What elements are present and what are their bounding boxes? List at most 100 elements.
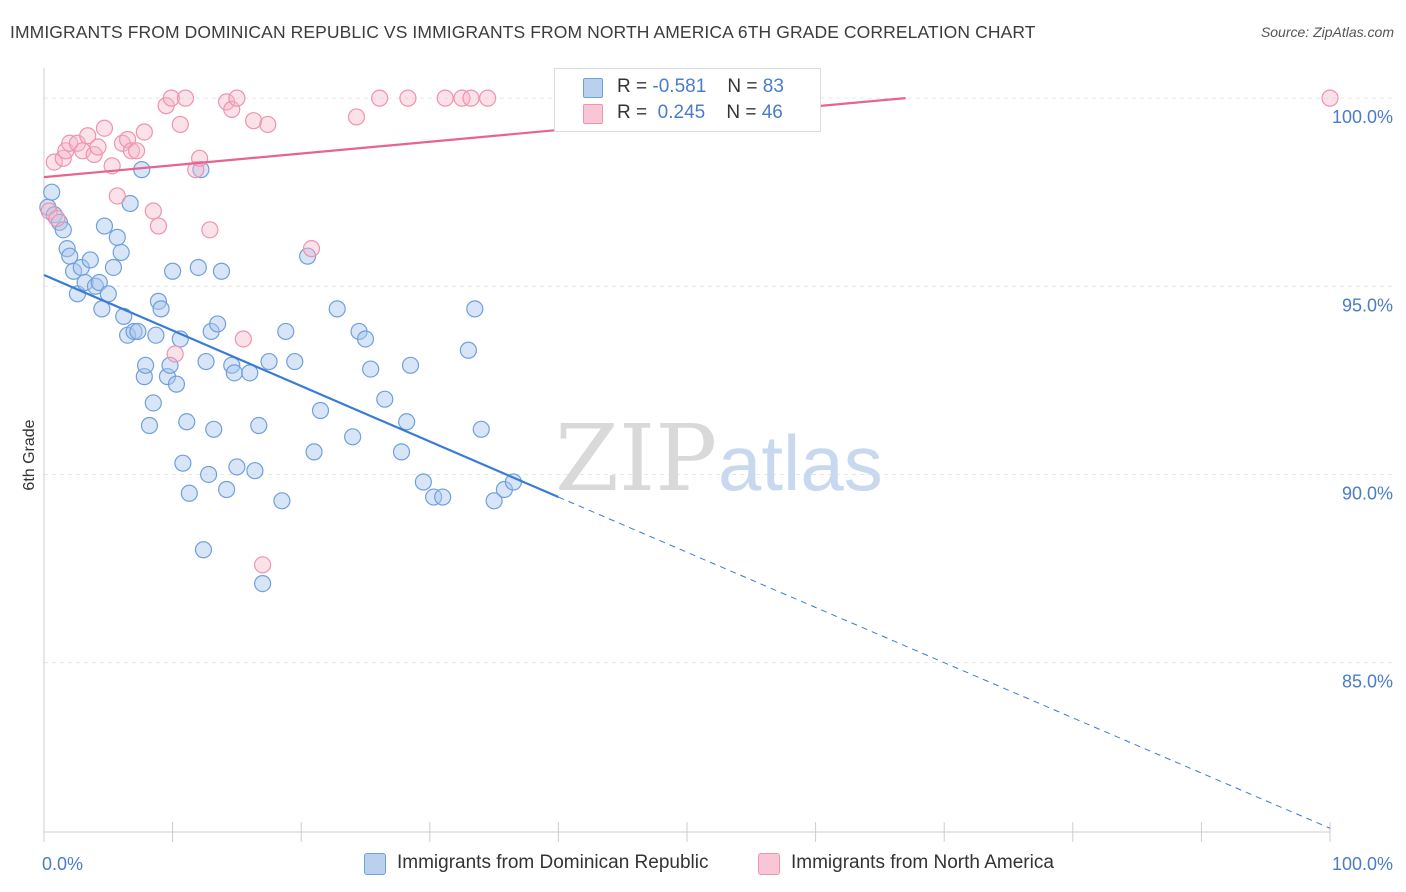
data-point-dominican [356, 330, 375, 348]
data-point-north-america [399, 89, 417, 107]
legend-swatch-pink [583, 104, 603, 124]
data-point-dominican [180, 484, 198, 502]
data-point-north-america [89, 138, 107, 156]
data-point-dominican [108, 228, 126, 246]
bottom-legend-swatch-pink [758, 853, 780, 875]
data-point-dominican [273, 492, 291, 510]
data-point-dominican [398, 413, 416, 431]
data-point-dominican [152, 300, 170, 318]
data-point-north-america [223, 100, 241, 118]
data-point-dominican [414, 473, 432, 491]
data-point-dominican [212, 262, 231, 280]
bottom-legend-swatch-blue [364, 853, 386, 875]
data-point-dominican [112, 243, 130, 262]
data-point-north-america [371, 89, 389, 107]
data-point-dominican [76, 273, 94, 292]
legend-n-label: N = [726, 102, 757, 123]
data-point-north-america [149, 217, 168, 235]
data-point-dominican [225, 364, 243, 382]
series-north-america-points [40, 89, 1339, 574]
data-point-north-america [453, 89, 471, 107]
data-point-dominican [376, 390, 394, 408]
data-point-north-america [122, 142, 141, 160]
data-point-north-america [135, 123, 153, 141]
data-point-north-america [302, 240, 321, 258]
data-point-dominican [81, 251, 99, 269]
data-point-dominican [174, 454, 192, 472]
data-point-north-america [79, 127, 97, 145]
data-point-dominican [344, 428, 362, 446]
data-point-dominican [209, 315, 227, 333]
chart-title: IMMIGRANTS FROM DOMINICAN REPUBLIC VS IM… [10, 22, 1036, 42]
legend-r-label: R = [617, 102, 648, 123]
series-dominican-points [39, 161, 522, 593]
y-tick-label: 95.0% [1342, 295, 1393, 315]
data-point-north-america [479, 89, 497, 107]
data-point-dominican [121, 194, 139, 213]
data-point-north-america [201, 221, 219, 239]
data-point-north-america [234, 330, 252, 348]
data-point-dominican [104, 258, 123, 277]
data-point-dominican [205, 420, 223, 438]
watermark: ZIP atlas [555, 405, 883, 512]
data-point-dominican [95, 217, 114, 235]
trend-line-dominican [43, 273, 559, 499]
data-point-north-america [144, 202, 162, 220]
data-point-north-america [48, 209, 66, 228]
data-point-dominican [140, 416, 159, 435]
x-tick-marks [43, 822, 1331, 842]
data-point-dominican [485, 492, 503, 510]
data-point-dominican [466, 300, 484, 318]
data-point-dominican [197, 352, 215, 371]
data-point-dominican [401, 356, 420, 374]
data-point-dominican [147, 326, 165, 344]
data-point-dominican [305, 443, 323, 461]
legend-swatch-blue [583, 78, 603, 98]
x-tick-label-max: 100.0% [1332, 854, 1393, 874]
legend-n-label: N = [727, 76, 758, 97]
legend-text-dominican: R = -0.581 N = 83 [617, 76, 784, 98]
data-point-north-america [254, 556, 272, 574]
y-tick-label: 100.0% [1332, 107, 1393, 127]
bottom-legend-label-north-america: Immigrants from North America [791, 852, 1054, 873]
data-point-north-america [108, 187, 126, 205]
data-point-dominican [246, 462, 264, 480]
bottom-legend-label-dominican: Immigrants from Dominican Republic [397, 852, 709, 873]
watermark-zip: ZIP [555, 405, 717, 512]
data-point-dominican [228, 458, 246, 476]
data-point-north-america [228, 89, 246, 107]
data-point-dominican [200, 465, 218, 484]
data-point-dominican [125, 322, 143, 341]
data-point-north-america [259, 115, 277, 134]
data-point-dominican [286, 352, 304, 371]
data-point-dominican [218, 480, 236, 499]
data-point-north-america [95, 119, 114, 137]
data-point-dominican [167, 375, 186, 393]
data-point-north-america [462, 89, 480, 107]
data-point-north-america [1321, 89, 1339, 107]
legend-n-value: 83 [762, 76, 784, 97]
data-point-dominican [129, 322, 147, 341]
data-point-dominican [178, 413, 196, 431]
data-point-dominican [161, 356, 179, 374]
legend-n-value: 46 [761, 102, 783, 123]
data-point-dominican [144, 394, 162, 412]
legend-r-label: R = [617, 76, 648, 97]
data-point-dominican [392, 443, 411, 461]
y-axis-label: 6th Grade [21, 419, 38, 490]
correlation-legend: R = -0.581 N = 83 R = 0.245 N = 46 [554, 68, 821, 132]
data-point-dominican [254, 575, 272, 593]
trend-line-dominican-extrapolated [558, 496, 1331, 829]
data-point-dominican [328, 300, 346, 318]
y-tick-labels: 100.0% 95.0% 90.0% 85.0% [1332, 107, 1393, 692]
data-point-north-america [245, 112, 263, 130]
data-point-dominican [189, 258, 207, 277]
legend-r-value: 0.245 [657, 102, 706, 123]
data-point-dominican [43, 183, 61, 201]
data-point-north-america [347, 108, 366, 126]
data-point-dominican [434, 488, 452, 506]
y-tick-label: 90.0% [1342, 483, 1393, 503]
data-point-north-america [45, 153, 63, 171]
data-point-north-america [166, 345, 184, 363]
